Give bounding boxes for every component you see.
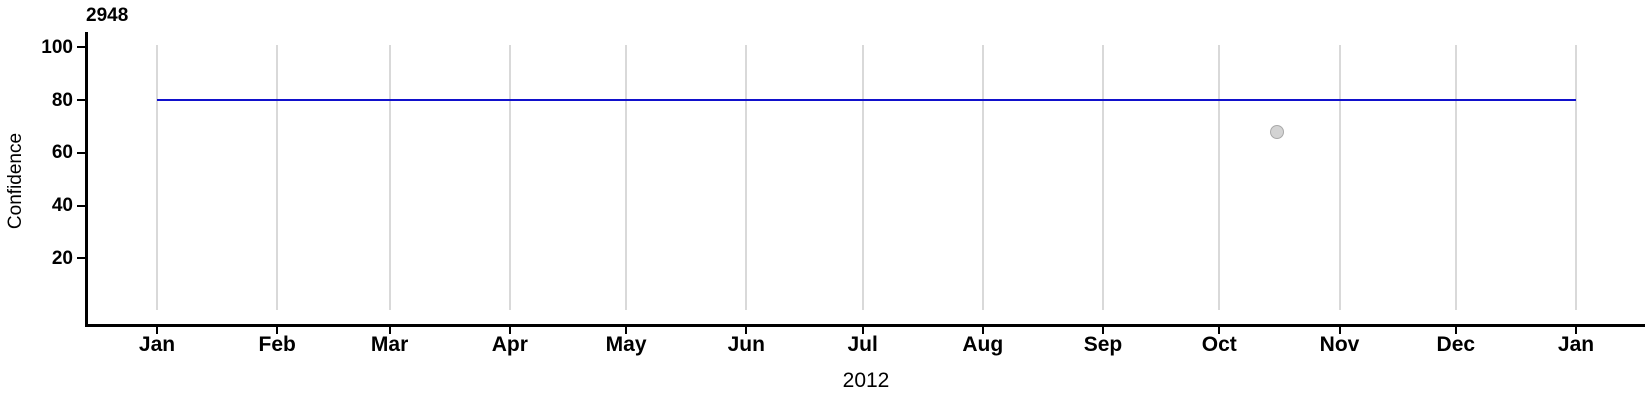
x-tick-label: Jan xyxy=(138,333,176,356)
month-gridline xyxy=(1218,45,1221,310)
x-tick xyxy=(981,326,984,334)
x-tick-label: Aug xyxy=(962,333,1004,356)
x-tick-label: Jun xyxy=(727,333,765,356)
y-tick-label: 100 xyxy=(41,36,73,58)
month-gridline xyxy=(1575,45,1577,310)
x-tick xyxy=(1338,326,1341,334)
month-gridline xyxy=(745,45,748,310)
month-gridline xyxy=(276,45,279,310)
x-tick-label: Mar xyxy=(370,333,409,356)
y-tick-label: 60 xyxy=(51,142,73,164)
chart-title: 2948 xyxy=(86,5,129,26)
y-tick xyxy=(77,99,85,101)
x-tick xyxy=(276,326,279,334)
x-tick-label: Feb xyxy=(258,333,296,356)
month-gridline xyxy=(1454,45,1457,310)
month-gridline xyxy=(156,45,158,310)
x-tick-label: Sep xyxy=(1083,333,1123,356)
y-tick xyxy=(77,257,85,260)
reference-line xyxy=(157,99,1576,101)
x-tick xyxy=(861,326,864,334)
x-tick xyxy=(1218,326,1221,334)
y-tick-label: 80 xyxy=(51,89,73,111)
month-gridline xyxy=(1338,45,1341,310)
x-axis-label: 2012 xyxy=(842,369,890,392)
x-tick xyxy=(156,326,158,334)
x-tick xyxy=(1102,326,1104,334)
data-point[interactable] xyxy=(1270,124,1285,139)
x-tick-label: May xyxy=(605,333,647,356)
x-tick xyxy=(388,326,391,334)
x-tick-label: Nov xyxy=(1319,333,1360,356)
x-tick xyxy=(625,326,628,334)
y-tick xyxy=(77,46,85,49)
x-tick-label: Oct xyxy=(1201,333,1237,356)
x-tick xyxy=(508,326,511,334)
y-tick xyxy=(77,151,85,154)
month-gridline xyxy=(981,45,984,310)
y-tick-label: 20 xyxy=(51,247,73,269)
x-tick-label: Apr xyxy=(491,333,528,356)
month-gridline xyxy=(625,45,628,310)
month-gridline xyxy=(861,45,864,310)
x-axis-line xyxy=(85,324,1645,327)
y-tick xyxy=(77,204,85,207)
y-tick-label: 40 xyxy=(51,195,73,216)
x-tick xyxy=(1454,326,1457,334)
x-tick xyxy=(1575,326,1577,334)
month-gridline xyxy=(388,45,391,310)
x-tick xyxy=(745,326,748,334)
x-tick-label: Jan xyxy=(1557,333,1595,356)
month-gridline xyxy=(1102,45,1104,310)
month-gridline xyxy=(508,45,511,310)
x-tick-label: Jul xyxy=(847,333,878,356)
x-tick-label: Dec xyxy=(1436,333,1476,356)
y-axis-line xyxy=(85,32,88,325)
